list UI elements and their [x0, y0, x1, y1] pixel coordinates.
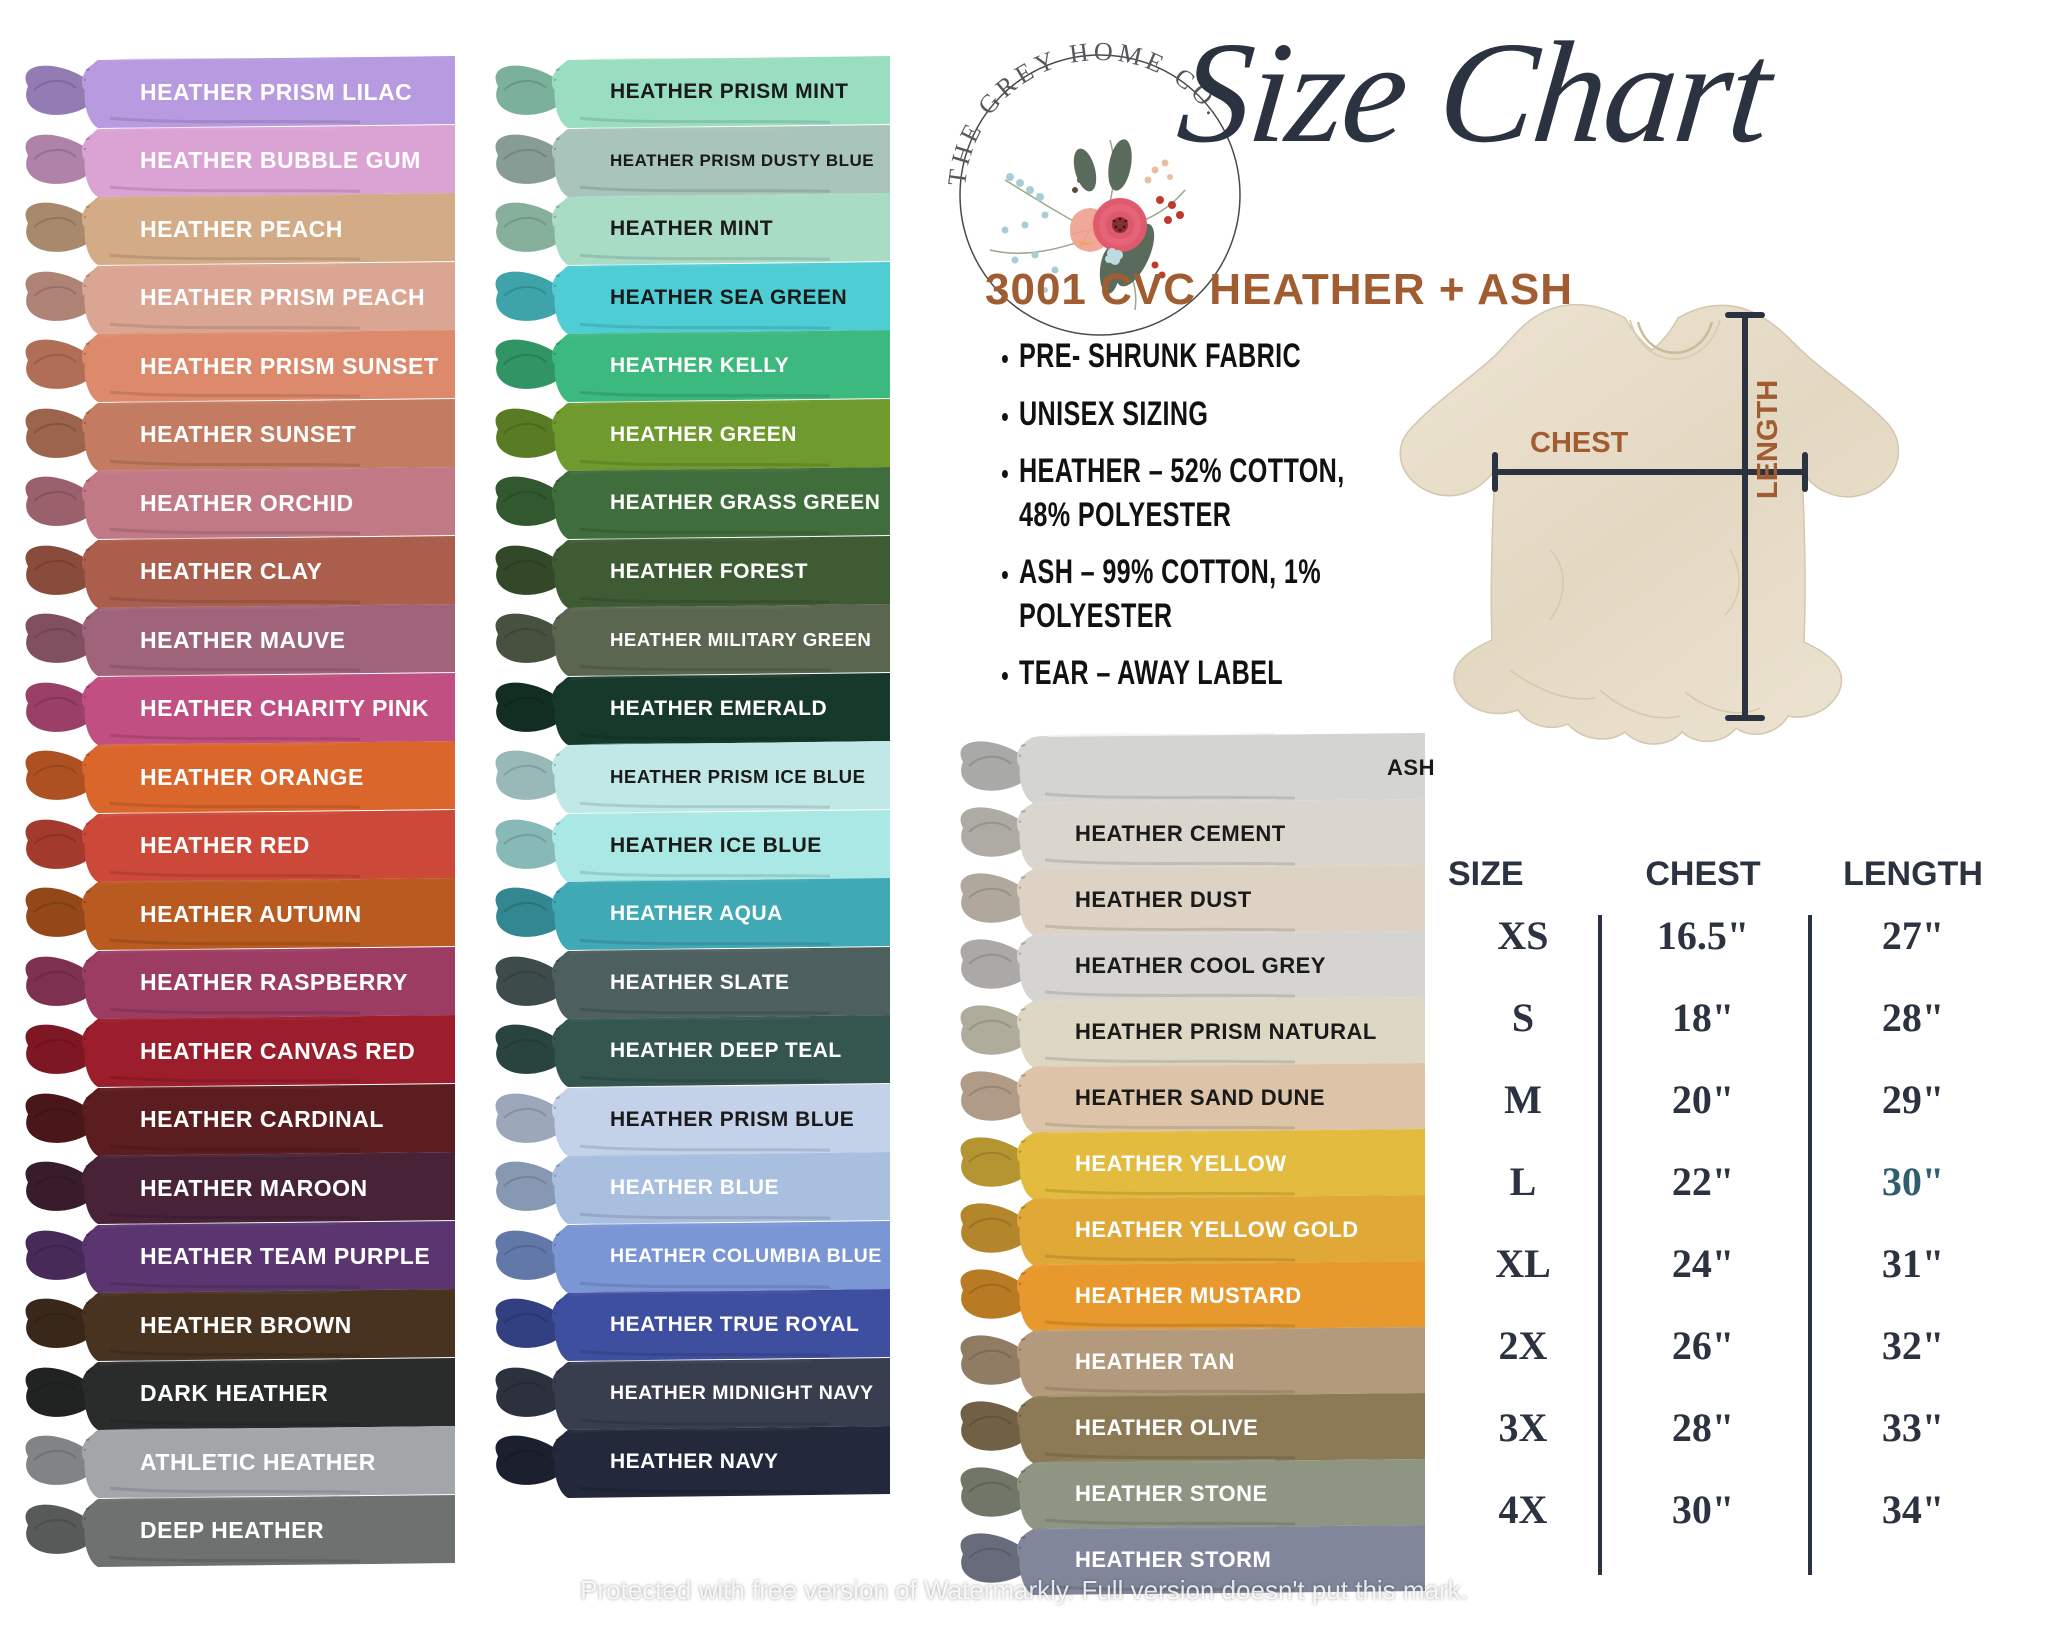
svg-text:CHEST: CHEST: [1530, 427, 1629, 459]
svg-text:LENGTH: LENGTH: [1752, 380, 1784, 499]
